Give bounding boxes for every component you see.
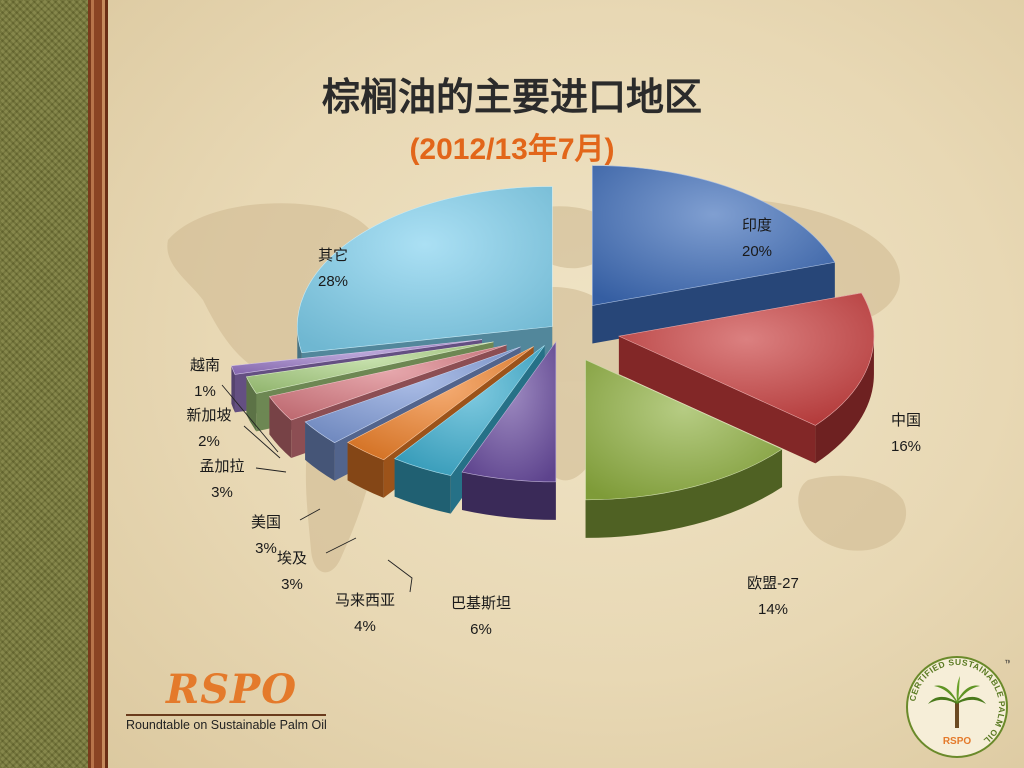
slice-label-china: 中国 <box>891 412 921 429</box>
rspo-logo: RSPO Roundtable on Sustainable Palm Oil <box>126 666 336 738</box>
slice-label-usa: 美国 <box>251 514 281 531</box>
slice-pct-singapore: 2% <box>198 433 220 450</box>
pie-slice-india <box>592 165 836 344</box>
slice-label-vietnam: 越南 <box>190 357 220 374</box>
slice-label-bangladesh: 孟加拉 <box>199 458 244 475</box>
leader-line-vietnam <box>221 384 279 453</box>
leader-line-singapore <box>243 425 281 459</box>
slice-pct-india: 20% <box>742 243 772 260</box>
slice-label-singapore: 新加坡 <box>186 407 231 424</box>
slice-pct-pakistan: 6% <box>470 621 492 638</box>
left-wood-stripe <box>88 0 108 768</box>
seal-tm: ™ <box>1004 658 1010 668</box>
rspo-tagline: Roundtable on Sustainable Palm Oil <box>126 718 327 732</box>
pie-slice-china <box>617 292 875 464</box>
slice-pct-others: 28% <box>318 273 348 290</box>
slice-pct-egypt: 3% <box>281 576 303 593</box>
slice-pct-malaysia: 4% <box>354 618 376 635</box>
pie-slice-pakistan <box>461 340 557 520</box>
slice-pct-china: 16% <box>891 438 921 455</box>
slice-label-egypt: 埃及 <box>277 550 307 567</box>
rspo-wordmark: RSPO <box>166 666 298 713</box>
rspo-underline <box>126 714 326 716</box>
left-fabric-band <box>0 0 90 768</box>
leader-line-bangladesh <box>255 467 287 473</box>
pie-slice-eu <box>585 359 783 538</box>
slice-label-malaysia: 马来西亚 <box>335 592 395 609</box>
slice-label-others: 其它 <box>318 246 348 264</box>
certified-sustainable-palm-oil-seal: CERTIFIED SUSTAINABLE PALM OIL ™ RSPO <box>906 656 1010 758</box>
slice-label-pakistan: 巴基斯坦 <box>451 595 511 612</box>
slide-subtitle: (2012/13年7月) <box>409 133 615 166</box>
slice-pct-usa: 3% <box>255 540 277 557</box>
leader-line-malaysia <box>387 559 413 593</box>
slice-pct-vietnam: 1% <box>194 383 216 400</box>
seal-brand: RSPO <box>943 736 972 747</box>
slice-label-eu: 欧盟-27 <box>747 575 799 592</box>
slide-title: 棕榈油的主要进口地区 <box>321 75 702 119</box>
palm-tree-icon <box>928 676 986 728</box>
slice-pct-bangladesh: 3% <box>211 484 233 501</box>
slice-label-india: 印度 <box>742 217 772 234</box>
slice-pct-eu: 14% <box>758 601 788 618</box>
leader-line-usa <box>299 508 321 521</box>
leader-line-egypt <box>325 537 357 554</box>
